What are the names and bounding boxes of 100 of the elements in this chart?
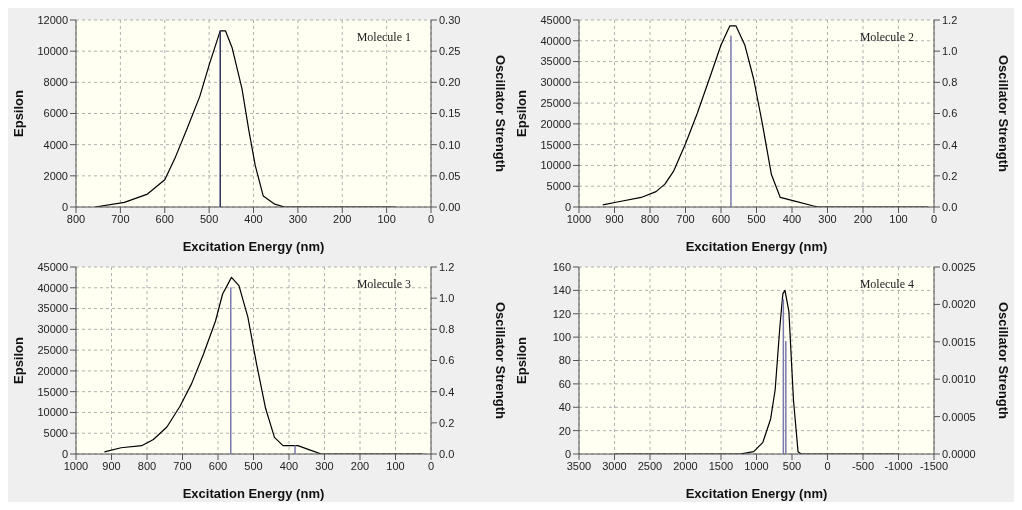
x-tick-label: 2000 bbox=[673, 459, 698, 472]
y2-tick-label: 0.15 bbox=[439, 107, 461, 120]
y-tick-label: 140 bbox=[552, 284, 571, 297]
y2-tick-label: 0.2 bbox=[439, 416, 455, 429]
x-tick-label: 100 bbox=[386, 459, 405, 472]
x-tick-label: 300 bbox=[818, 212, 837, 225]
y2-tick-label: 0.20 bbox=[439, 76, 461, 89]
y2-tick-label: 0.4 bbox=[942, 138, 958, 151]
x-tick-label: 700 bbox=[676, 212, 695, 225]
y-tick-label: 4000 bbox=[43, 138, 68, 151]
x-tick-label: 200 bbox=[853, 212, 873, 225]
x-tick-label: 3500 bbox=[566, 459, 592, 472]
y2-axis-title: Oscillator Strength bbox=[493, 54, 509, 173]
y2-tick-label: 0.6 bbox=[942, 107, 958, 120]
x-tick-label: 500 bbox=[244, 459, 263, 472]
x-tick-label: 1000 bbox=[63, 459, 89, 472]
x-tick-label: 600 bbox=[208, 459, 228, 472]
x-tick-label: 700 bbox=[111, 212, 130, 225]
y2-tick-label: 0.0005 bbox=[942, 410, 976, 423]
x-tick-label: 0 bbox=[824, 459, 831, 472]
y2-axis-title: Oscillator Strength bbox=[493, 301, 509, 420]
x-tick-label: 200 bbox=[350, 459, 370, 472]
y-tick-label: 0 bbox=[61, 200, 68, 213]
y-axis-title: Epsilon bbox=[513, 336, 529, 384]
x-tick-label: 700 bbox=[173, 459, 192, 472]
y-tick-label: 45000 bbox=[37, 260, 68, 273]
y-tick-label: 35000 bbox=[540, 55, 571, 68]
x-tick-label: 0 bbox=[427, 212, 435, 225]
y-tick-label: 0 bbox=[564, 200, 571, 213]
y-tick-label: 40000 bbox=[540, 34, 571, 47]
y2-tick-label: 0.0015 bbox=[942, 335, 976, 348]
y-tick-label: 120 bbox=[552, 307, 571, 320]
y2-tick-label: 1.2 bbox=[942, 13, 958, 26]
x-axis-title: Excitation Energy (nm) bbox=[685, 239, 828, 254]
x-tick-label: 200 bbox=[333, 212, 352, 225]
y2-axis-title: Oscillator Strength bbox=[996, 54, 1012, 173]
y-tick-label: 10000 bbox=[540, 159, 571, 172]
y-tick-label: 45000 bbox=[540, 13, 571, 26]
y-tick-label: 12000 bbox=[37, 13, 68, 26]
x-tick-label: 800 bbox=[66, 212, 86, 225]
y2-tick-label: 0.8 bbox=[439, 323, 455, 336]
x-tick-label: 900 bbox=[102, 459, 121, 472]
y-tick-label: 6000 bbox=[43, 107, 68, 120]
y2-tick-label: 0.0020 bbox=[942, 298, 976, 311]
y2-tick-label: 0.2 bbox=[942, 169, 958, 182]
y-tick-label: 5000 bbox=[43, 427, 68, 440]
y2-tick-label: 0.30 bbox=[439, 13, 461, 26]
x-tick-label: 300 bbox=[288, 212, 308, 225]
x-tick-label: 900 bbox=[605, 212, 624, 225]
y-tick-label: 40 bbox=[558, 401, 571, 414]
y2-tick-label: 0.00 bbox=[439, 200, 461, 213]
y-axis-title: Epsilon bbox=[10, 89, 26, 137]
y2-tick-label: 0.4 bbox=[439, 385, 455, 398]
y-tick-label: 15000 bbox=[540, 138, 571, 151]
y-tick-label: 30000 bbox=[37, 323, 68, 336]
y-tick-label: 30000 bbox=[540, 76, 571, 89]
y-tick-label: 10000 bbox=[37, 406, 68, 419]
x-tick-label: 600 bbox=[711, 212, 731, 225]
x-tick-label: -1000 bbox=[884, 459, 913, 472]
y2-tick-label: 0.10 bbox=[439, 138, 461, 151]
y-tick-label: 25000 bbox=[540, 97, 571, 110]
y2-tick-label: 1.2 bbox=[439, 260, 455, 273]
y-tick-label: 100 bbox=[552, 331, 571, 344]
y2-tick-label: 0.0 bbox=[439, 447, 455, 460]
x-axis-title: Excitation Energy (nm) bbox=[182, 239, 325, 254]
y-tick-label: 10000 bbox=[37, 45, 68, 58]
x-axis-title: Excitation Energy (nm) bbox=[685, 486, 828, 501]
y2-tick-label: 0.0010 bbox=[942, 373, 976, 386]
y-tick-label: 160 bbox=[552, 260, 571, 273]
x-tick-label: 100 bbox=[889, 212, 908, 225]
x-tick-label: 100 bbox=[377, 212, 396, 225]
y-tick-label: 20000 bbox=[37, 364, 68, 377]
y-tick-label: 80 bbox=[558, 354, 571, 367]
x-tick-label: 1000 bbox=[566, 212, 592, 225]
y2-tick-label: 0.0000 bbox=[942, 447, 976, 460]
x-tick-label: 800 bbox=[640, 212, 660, 225]
y2-axis-title: Oscillator Strength bbox=[996, 301, 1012, 420]
x-tick-label: -500 bbox=[851, 459, 875, 472]
annotation: Molecule 3 bbox=[356, 277, 411, 292]
y2-tick-label: 0.25 bbox=[439, 45, 461, 58]
annotation: Molecule 4 bbox=[859, 277, 914, 292]
y-axis-title: Epsilon bbox=[10, 336, 26, 384]
x-tick-label: 1500 bbox=[708, 459, 734, 472]
y-tick-label: 0 bbox=[564, 447, 571, 460]
x-tick-label: 300 bbox=[315, 459, 334, 472]
x-tick-label: 3000 bbox=[602, 459, 627, 472]
x-axis-title: Excitation Energy (nm) bbox=[182, 486, 325, 501]
y2-tick-label: 0.8 bbox=[942, 76, 958, 89]
y-axis-title: Epsilon bbox=[513, 89, 529, 137]
y-tick-label: 8000 bbox=[43, 76, 68, 89]
x-tick-label: 0 bbox=[930, 212, 938, 225]
x-tick-label: 400 bbox=[782, 212, 802, 225]
x-tick-label: 500 bbox=[782, 459, 802, 472]
y2-tick-label: 1.0 bbox=[942, 45, 958, 58]
y2-tick-label: 1.0 bbox=[439, 292, 455, 305]
annotation: Molecule 2 bbox=[859, 30, 914, 45]
y2-tick-label: 0.05 bbox=[439, 169, 461, 182]
y2-tick-label: 0.0025 bbox=[942, 260, 976, 273]
y-tick-label: 2000 bbox=[43, 169, 68, 182]
x-tick-label: 800 bbox=[137, 459, 157, 472]
